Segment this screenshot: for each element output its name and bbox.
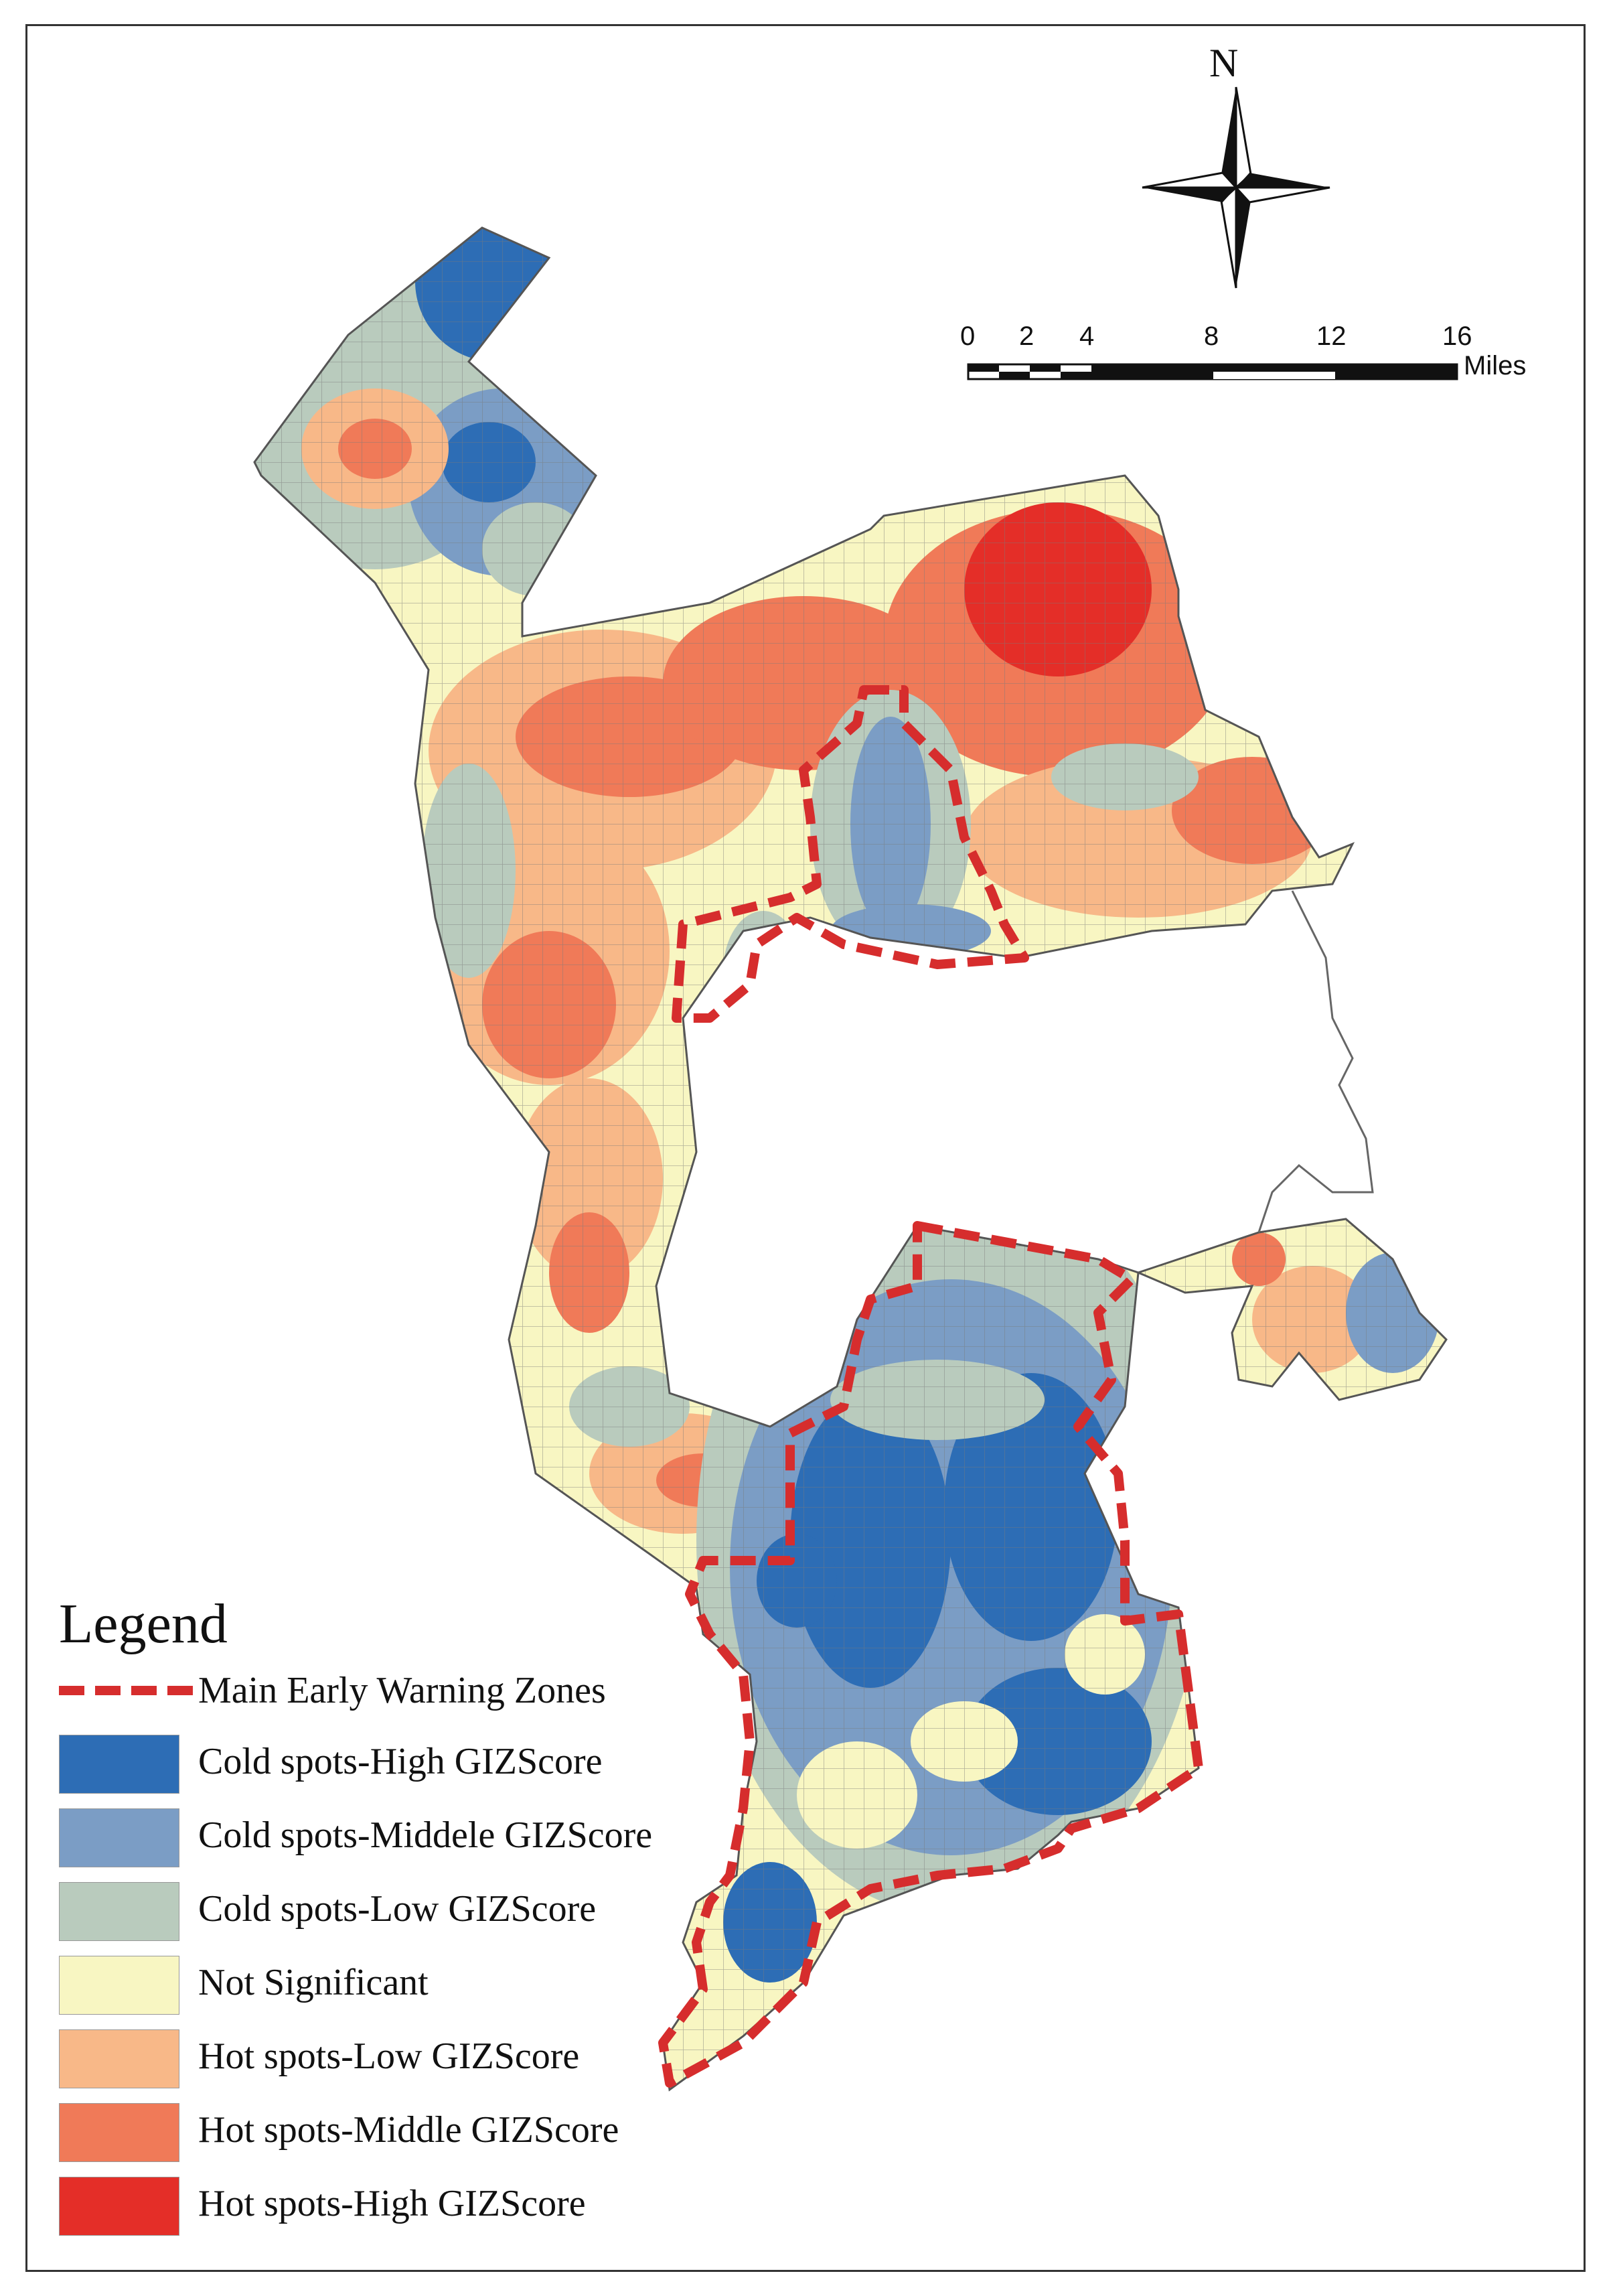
- north-arrow-icon: [1142, 86, 1330, 289]
- scale-tick-8: 8: [1204, 321, 1219, 351]
- legend-label: Cold spots-Low GIZScore: [198, 1888, 597, 1930]
- legend-swatch: [59, 2177, 179, 2236]
- legend-swatch: [59, 1735, 179, 1794]
- legend-item-not-significant: Not Significant: [59, 1956, 862, 2015]
- map-frame: [25, 24, 1586, 2272]
- legend-item-warning-zones: Main Early Warning Zones: [59, 1664, 862, 1723]
- legend-item-cold-low: Cold spots-Low GIZScore: [59, 1882, 862, 1941]
- scale-tick-2: 2: [1019, 321, 1034, 351]
- legend-title: Legend: [59, 1593, 228, 1655]
- scale-bar: [967, 363, 1458, 380]
- legend-item-hot-high: Hot spots-High GIZScore: [59, 2177, 862, 2236]
- legend-swatch: [59, 1882, 179, 1941]
- legend-label: Cold spots-Middele GIZScore: [198, 1814, 653, 1856]
- scale-tick-4: 4: [1079, 321, 1095, 351]
- legend-swatch: [59, 2103, 179, 2162]
- legend-item-hot-low: Hot spots-Low GIZScore: [59, 2029, 862, 2088]
- legend-swatch: [59, 2029, 179, 2088]
- scale-tick-0: 0: [960, 321, 976, 351]
- legend-label-warning-zones: Main Early Warning Zones: [198, 1670, 606, 1711]
- legend-label: Hot spots-Middle GIZScore: [198, 2109, 619, 2151]
- scale-tick-16: 16: [1442, 321, 1472, 351]
- legend-label: Cold spots-High GIZScore: [198, 1741, 603, 1782]
- legend-label: Not Significant: [198, 1962, 429, 2003]
- scale-unit-label: Miles: [1464, 351, 1527, 380]
- legend-swatch: [59, 1808, 179, 1867]
- north-label: N: [1209, 41, 1239, 85]
- legend-item-cold-high: Cold spots-High GIZScore: [59, 1735, 862, 1794]
- legend-item-cold-middle: Cold spots-Middele GIZScore: [59, 1808, 862, 1867]
- dashed-line-icon: [59, 1686, 193, 1695]
- legend-swatch: [59, 1956, 179, 2015]
- legend-item-hot-middle: Hot spots-Middle GIZScore: [59, 2103, 862, 2162]
- legend-label: Hot spots-High GIZScore: [198, 2183, 586, 2224]
- scale-tick-12: 12: [1316, 321, 1347, 351]
- unmapped-area-outline: [1257, 890, 1374, 1233]
- legend-label: Hot spots-Low GIZScore: [198, 2035, 580, 2077]
